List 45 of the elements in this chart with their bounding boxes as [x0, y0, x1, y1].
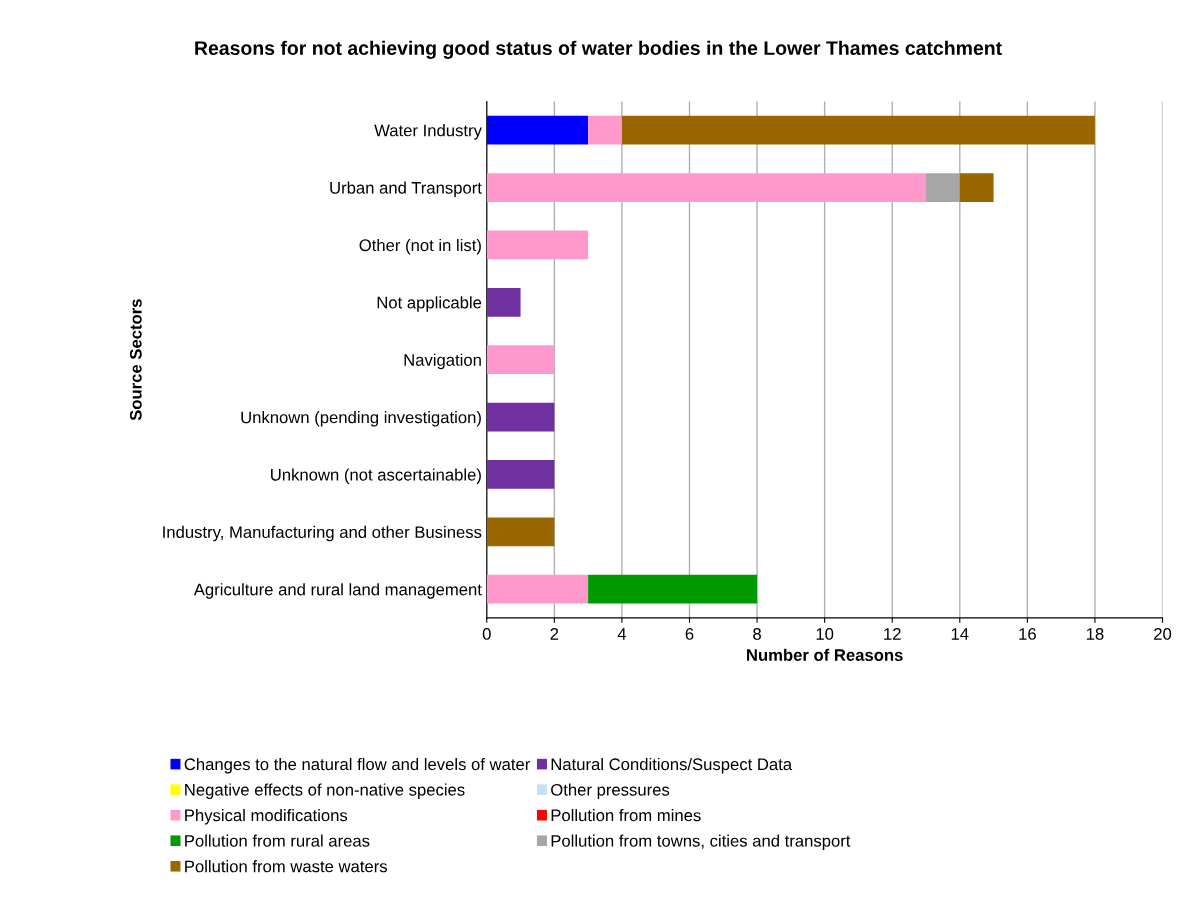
- x-tick-label: 18: [1086, 628, 1104, 640]
- y-tick-label: Water Industry: [374, 124, 482, 140]
- bar: [486, 517, 555, 547]
- x-tick-label: 4: [617, 628, 627, 640]
- legend-label: Physical modifications: [185, 808, 348, 825]
- x-tick-label: 14: [951, 628, 969, 640]
- x-tick-label: 2: [550, 628, 559, 640]
- bar: [959, 173, 994, 202]
- x-tick-label: 12: [884, 628, 901, 640]
- legend-label: Other pressures: [551, 783, 670, 799]
- y-tick-label: Unknown (pending investigation): [241, 411, 481, 427]
- y-tick-label: Urban and Transport: [330, 181, 482, 198]
- bar: [621, 115, 1095, 145]
- x-tick-label: 10: [816, 628, 834, 640]
- x-tick-label: 6: [685, 628, 694, 640]
- bar: [486, 574, 589, 604]
- bar: [588, 115, 622, 145]
- legend-label: Pollution from waste waters: [185, 860, 387, 873]
- bar: [486, 287, 521, 317]
- bar: [486, 173, 926, 202]
- x-tick-label: 8: [753, 628, 761, 640]
- legend-label: Pollution from mines: [551, 808, 701, 822]
- y-tick-label: Agriculture and rural land management: [193, 583, 482, 599]
- chart-title: Reasons for not achieving good status of water bodies in the Lower Thames catchment: [195, 40, 1002, 59]
- x-tick-label: 16: [1019, 628, 1036, 640]
- y-tick-label: Not applicable: [377, 296, 482, 312]
- y-tick-label: Navigation: [404, 353, 481, 370]
- x-tick-label: 0: [482, 628, 491, 640]
- legend-label: Pollution from rural areas: [185, 834, 370, 847]
- bar: [486, 115, 589, 145]
- bar: [486, 345, 555, 375]
- bar: [486, 230, 589, 260]
- x-axis-title: Number of Reasons: [747, 648, 903, 661]
- legend-label: Changes to the natural flow and levels of water: [184, 757, 531, 774]
- y-tick-label: Unknown (not ascertainable): [271, 468, 481, 484]
- bar: [588, 574, 758, 604]
- bar: [486, 402, 555, 432]
- legend-label: Natural Conditions/Suspect Data: [551, 757, 793, 774]
- x-tick-label: 20: [1154, 628, 1172, 640]
- y-tick-label: Industry, Manufacturing and other Business: [163, 525, 482, 542]
- y-tick-label: Other (not in list): [359, 238, 481, 255]
- legend-label: Pollution from towns, cities and transport: [551, 834, 851, 851]
- bar: [486, 460, 555, 489]
- legend-label: Negative effects of non-native species: [185, 783, 465, 799]
- y-axis-title: Source Sectors: [129, 299, 142, 421]
